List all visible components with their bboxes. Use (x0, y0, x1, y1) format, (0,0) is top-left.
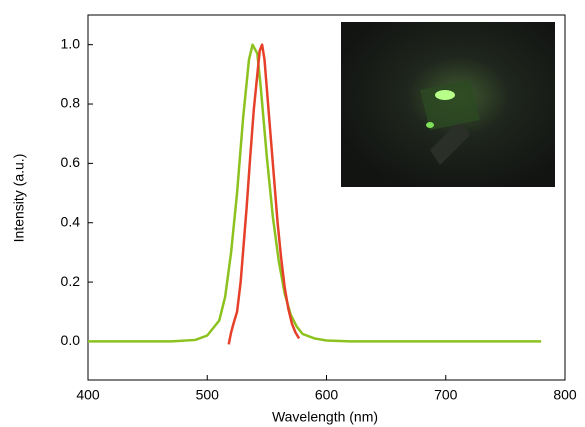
y-tick-label: 0.0 (61, 332, 81, 348)
y-tick-label: 0.4 (61, 213, 81, 229)
inset-photo (341, 22, 555, 187)
y-axis-label: Intensity (a.u.) (11, 154, 27, 243)
y-tick-label: 0.2 (61, 273, 81, 289)
line-series (227, 43, 301, 345)
x-tick-label: 400 (76, 387, 100, 403)
x-tick-label: 800 (553, 387, 577, 403)
y-tick-label: 0.8 (61, 95, 81, 111)
x-tick-label: 700 (434, 387, 458, 403)
y-tick-label: 0.6 (61, 154, 81, 170)
line-series (88, 43, 542, 343)
x-tick-label: 500 (196, 387, 220, 403)
x-axis-label: Wavelength (nm) (272, 409, 378, 425)
y-tick-label: 1.0 (61, 35, 81, 51)
x-tick-label: 600 (315, 387, 339, 403)
